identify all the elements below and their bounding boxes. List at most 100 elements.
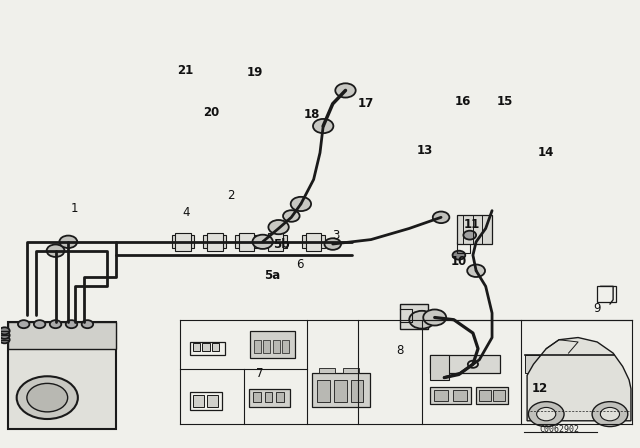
Bar [399,304,428,329]
Bar [434,390,448,401]
Bar [276,392,284,402]
Bar [543,355,557,373]
Bar [190,342,225,355]
Bar [306,233,321,251]
Text: 21: 21 [177,64,193,77]
Circle shape [600,407,620,421]
Bar [204,235,227,249]
Text: 4: 4 [182,207,190,220]
Circle shape [324,238,341,250]
Circle shape [335,83,356,98]
Bar [8,322,116,429]
Bar [253,340,260,353]
Text: 8: 8 [396,345,403,358]
Bar [207,396,218,406]
Text: 7: 7 [256,366,263,379]
Bar [239,233,254,251]
Bar [343,368,359,373]
Text: 3: 3 [332,228,340,241]
Bar [8,322,116,349]
Bar [268,233,283,251]
Text: 15: 15 [497,95,513,108]
Bar [317,380,330,402]
Bar [264,392,272,402]
Circle shape [467,264,485,277]
Bar [250,331,294,358]
Bar [597,286,616,302]
Bar [493,390,505,401]
Circle shape [433,211,449,223]
Bar [190,392,222,410]
Text: 19: 19 [247,66,263,79]
Text: 10: 10 [451,255,467,268]
Bar [263,340,270,353]
Text: 14: 14 [538,146,554,159]
Circle shape [0,327,10,334]
Bar [429,355,449,380]
Bar [264,235,287,249]
Circle shape [409,311,435,329]
Circle shape [283,210,300,222]
Text: 11: 11 [463,217,480,231]
Circle shape [34,320,45,328]
Bar [429,387,471,404]
Circle shape [252,235,273,249]
Text: 5b: 5b [273,237,290,250]
Text: 6: 6 [296,258,303,271]
Circle shape [27,383,68,412]
Text: 5a: 5a [264,269,280,282]
Text: 12: 12 [532,382,548,395]
Circle shape [17,376,78,419]
Bar [248,389,290,406]
Text: 20: 20 [204,106,220,119]
Bar [273,340,280,353]
Bar [476,387,508,404]
Text: 16: 16 [455,95,472,108]
Bar [579,355,593,373]
Bar [236,235,258,249]
Bar [253,392,260,402]
Circle shape [529,402,564,426]
Bar [525,355,540,373]
Bar [351,380,364,402]
Bar [207,233,223,251]
Text: 18: 18 [304,108,321,121]
Bar [453,390,467,401]
Bar [302,235,325,249]
Text: 9: 9 [593,302,601,315]
Circle shape [423,310,446,326]
Bar [193,396,204,406]
Bar [319,368,335,373]
Bar [282,340,289,353]
Bar [561,355,575,373]
Bar [312,373,370,406]
Bar [596,355,611,373]
Polygon shape [527,337,631,421]
Text: 1: 1 [71,202,79,215]
Circle shape [47,245,65,257]
Circle shape [0,332,10,339]
Text: C0062902: C0062902 [539,425,579,434]
Text: 13: 13 [417,144,433,157]
Circle shape [18,320,29,328]
Circle shape [60,236,77,248]
Bar [193,343,200,351]
Circle shape [463,231,476,240]
Circle shape [50,320,61,328]
Bar [429,355,500,373]
Circle shape [452,251,465,260]
Bar [479,390,491,401]
Circle shape [592,402,628,426]
Circle shape [313,119,333,133]
Circle shape [82,320,93,328]
Bar [175,233,191,251]
Bar [457,242,470,253]
Circle shape [537,407,556,421]
Bar [334,380,347,402]
Circle shape [66,320,77,328]
Text: 17: 17 [358,97,374,110]
Bar [457,215,492,244]
Circle shape [268,220,289,234]
Bar [212,343,220,351]
Bar [172,235,195,249]
